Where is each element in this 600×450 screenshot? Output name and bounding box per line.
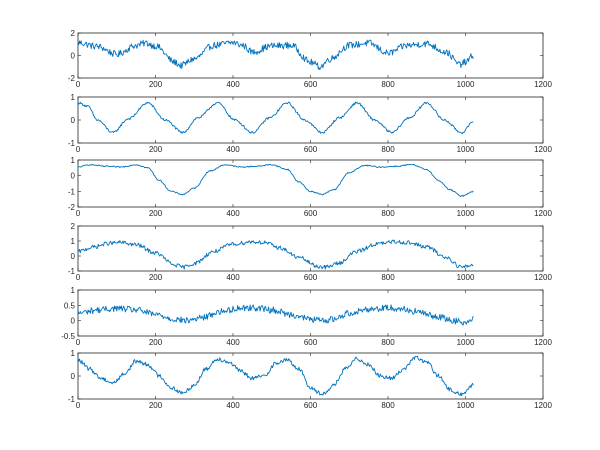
subplot-6: 0 200 400 600 800 1000 1200-101 — [68, 349, 553, 410]
x-tick-label: 200 — [149, 338, 163, 347]
axes-frame — [77, 159, 544, 208]
series-line — [77, 39, 474, 71]
x-tick-label: 1000 — [457, 338, 475, 347]
series-line — [77, 101, 474, 135]
x-tick-label: 1200 — [534, 80, 552, 89]
y-tick-label: 0 — [71, 372, 76, 381]
y-tick-label: 0.5 — [64, 301, 76, 310]
y-tick-label: 0 — [71, 172, 76, 181]
series-line — [77, 239, 474, 270]
y-tick-label: -0.5 — [61, 332, 75, 341]
series-line — [77, 355, 474, 397]
x-tick-label: 200 — [149, 273, 163, 282]
y-tick-label: 1 — [71, 349, 76, 358]
y-tick-label: 1 — [71, 156, 76, 165]
x-tick-label: 1000 — [457, 145, 475, 154]
series-line — [78, 163, 474, 197]
x-tick-label: 1000 — [457, 209, 475, 218]
x-tick-label: 600 — [304, 80, 318, 89]
x-tick-label: 1200 — [534, 338, 552, 347]
x-tick-label: 400 — [226, 145, 240, 154]
y-tick-label: 0 — [71, 252, 76, 261]
y-tick-label: 1 — [71, 93, 76, 102]
y-tick-label: -1 — [68, 395, 76, 404]
x-tick-label: 400 — [226, 209, 240, 218]
x-tick-label: 800 — [381, 401, 395, 410]
axes-frame — [77, 96, 544, 144]
x-tick-label: 1000 — [457, 273, 475, 282]
x-tick-label: 0 — [76, 145, 81, 154]
x-tick-label: 600 — [304, 401, 318, 410]
x-tick-label: 200 — [149, 80, 163, 89]
y-tick-label: -1 — [68, 187, 76, 196]
x-tick-label: 0 — [76, 80, 81, 89]
x-tick-label: 0 — [76, 273, 81, 282]
y-tick-label: 0 — [71, 317, 76, 326]
subplot-5: 0 200 400 600 800 1000 1200-0.500.51 — [61, 286, 552, 347]
x-tick-label: 0 — [76, 401, 81, 410]
axes-frame — [77, 352, 544, 400]
y-tick-label: -2 — [68, 74, 76, 83]
y-tick-label: 2 — [71, 29, 76, 38]
x-tick-label: 1000 — [457, 80, 475, 89]
x-tick-label: 0 — [76, 209, 81, 218]
x-tick-label: 600 — [304, 209, 318, 218]
x-tick-label: 400 — [226, 273, 240, 282]
series-line — [77, 304, 474, 326]
x-tick-label: 400 — [226, 401, 240, 410]
subplot-3: 0 200 400 600 800 1000 1200 -2 -1 0 1 — [68, 156, 553, 218]
y-tick-label: 2 — [71, 222, 76, 231]
y-tick-label: 1 — [71, 286, 76, 295]
x-tick-label: 1200 — [534, 145, 552, 154]
x-tick-label: 400 — [226, 338, 240, 347]
x-tick-label: 1200 — [534, 401, 552, 410]
axes-frame — [77, 32, 544, 79]
x-tick-label: 600 — [304, 145, 318, 154]
y-tick-label: 1 — [71, 237, 76, 246]
y-tick-label: -2 — [68, 203, 76, 212]
y-tick-label: 0 — [71, 52, 76, 61]
x-tick-label: 800 — [381, 338, 395, 347]
y-tick-label: -1 — [68, 139, 76, 148]
x-tick-label: 400 — [226, 80, 240, 89]
y-tick-label: -1 — [68, 267, 76, 276]
x-tick-label: 800 — [381, 80, 395, 89]
x-tick-label: 600 — [304, 338, 318, 347]
x-tick-label: 1200 — [534, 209, 552, 218]
x-tick-label: 800 — [381, 273, 395, 282]
x-tick-label: 800 — [381, 145, 395, 154]
x-tick-label: 1000 — [457, 401, 475, 410]
subplot-2: 0 200 400 600 800 1000 1200-101 — [68, 93, 553, 154]
x-tick-label: 1200 — [534, 273, 552, 282]
x-tick-label: 800 — [381, 209, 395, 218]
x-tick-label: 200 — [149, 401, 163, 410]
y-tick-label: 0 — [71, 116, 76, 125]
x-tick-label: 600 — [304, 273, 318, 282]
subplot-1: 0 200 400 600 800 1000 1200-202 — [68, 29, 553, 89]
x-tick-label: 200 — [149, 145, 163, 154]
x-tick-label: 0 — [76, 338, 81, 347]
x-tick-label: 200 — [149, 209, 163, 218]
